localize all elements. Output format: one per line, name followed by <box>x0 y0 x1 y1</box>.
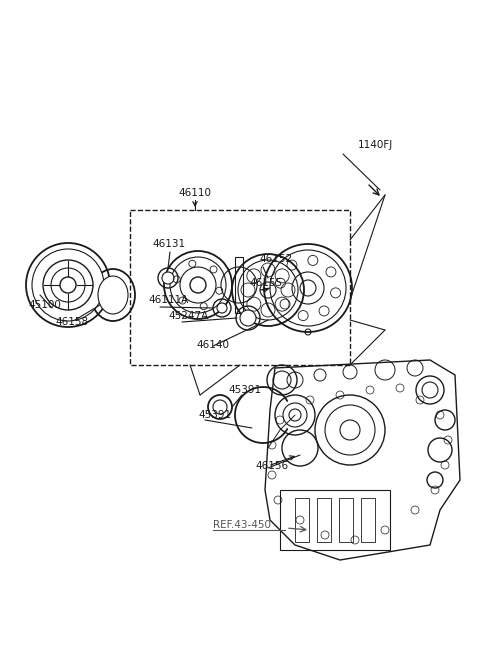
Text: 45247A: 45247A <box>168 311 208 321</box>
Bar <box>280 490 390 550</box>
Ellipse shape <box>98 276 128 314</box>
Bar <box>317 498 331 542</box>
Text: 46158: 46158 <box>55 317 88 327</box>
Text: 46140: 46140 <box>196 340 229 350</box>
Text: 46155: 46155 <box>249 278 282 288</box>
Text: 45391: 45391 <box>198 410 231 420</box>
Bar <box>235 257 243 313</box>
Circle shape <box>213 400 227 414</box>
Text: 46131: 46131 <box>152 239 185 249</box>
Bar <box>130 210 350 365</box>
Text: REF.43-450: REF.43-450 <box>213 520 271 530</box>
Text: 46152: 46152 <box>259 254 292 264</box>
Text: 45100: 45100 <box>28 300 61 310</box>
Circle shape <box>240 310 256 326</box>
Text: 1140FJ: 1140FJ <box>358 140 393 150</box>
Text: 45391: 45391 <box>228 385 261 395</box>
Circle shape <box>217 303 227 313</box>
Text: 46111A: 46111A <box>148 295 188 305</box>
Bar <box>339 498 353 542</box>
Text: 46110: 46110 <box>179 188 212 198</box>
Circle shape <box>32 249 104 321</box>
Bar <box>295 498 309 542</box>
Text: 46156: 46156 <box>255 461 288 471</box>
Circle shape <box>162 272 174 284</box>
Bar <box>361 498 375 542</box>
